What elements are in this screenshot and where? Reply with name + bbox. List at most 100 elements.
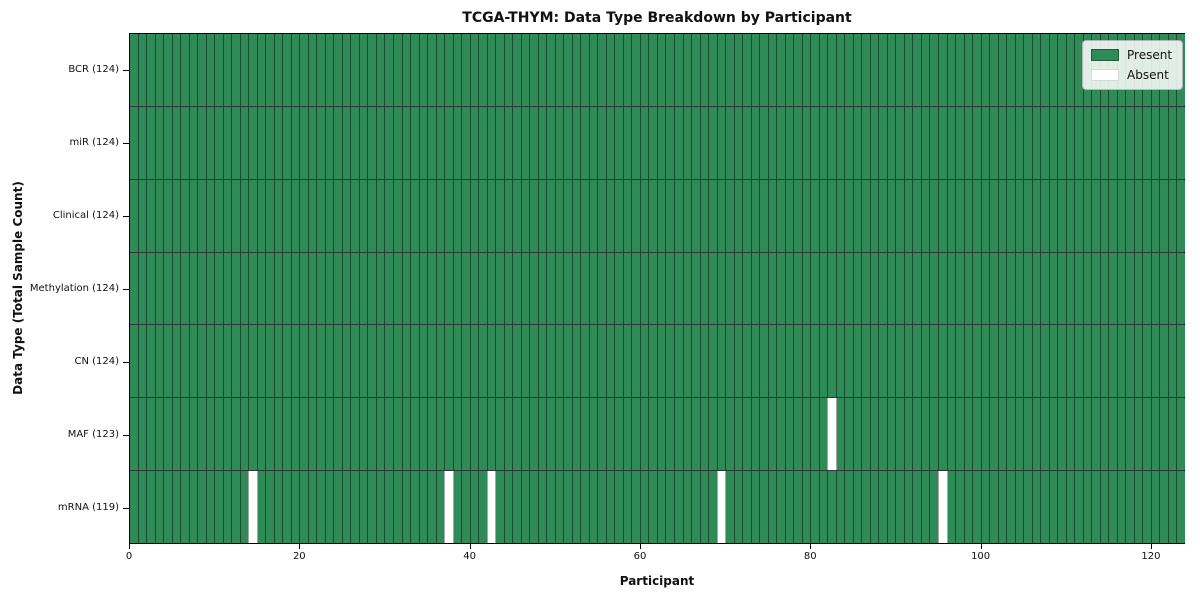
heatmap-cell <box>784 34 794 106</box>
heatmap-cell <box>444 398 453 471</box>
heatmap-cell <box>333 179 342 252</box>
heatmap-cell <box>648 106 657 179</box>
heatmap-cell <box>299 106 308 179</box>
heatmap-cell <box>733 252 743 325</box>
heatmap-cell <box>1014 471 1024 544</box>
heatmap-cell <box>486 252 496 325</box>
heatmap-cell <box>375 398 385 471</box>
heatmap-cell <box>146 252 155 325</box>
heatmap-cell <box>895 106 904 179</box>
heatmap-cell <box>452 106 462 179</box>
heatmap-cell <box>537 325 547 398</box>
heatmap-cell <box>520 252 530 325</box>
x-tick-label: 100 <box>971 551 991 562</box>
heatmap-cell <box>239 252 249 325</box>
heatmap-cell <box>222 398 232 471</box>
heatmap-cell <box>776 34 785 106</box>
heatmap-cell <box>793 34 802 106</box>
heatmap-cell <box>571 34 581 106</box>
heatmap-cell <box>886 34 896 106</box>
heatmap-cell <box>937 34 947 106</box>
y-tick-label: miR (124) <box>69 136 119 148</box>
y-tick-label: CN (124) <box>74 355 119 367</box>
y-tick-label: Clinical (124) <box>52 209 119 221</box>
heatmap-cell <box>324 34 334 106</box>
heatmap-cell <box>1176 252 1185 325</box>
heatmap-cell <box>1133 179 1143 252</box>
heatmap-cell <box>886 106 896 179</box>
heatmap-cell <box>537 471 547 544</box>
heatmap-cell <box>742 34 751 106</box>
heatmap-cell <box>1006 34 1015 106</box>
y-tick-mark <box>123 362 129 363</box>
heatmap-cell <box>299 325 308 398</box>
heatmap-cell <box>384 179 393 252</box>
heatmap-cell <box>903 471 913 544</box>
heatmap-cell <box>1167 325 1177 398</box>
heatmap-cell <box>639 106 649 179</box>
heatmap-cell <box>1108 179 1117 252</box>
heatmap-cell <box>282 106 291 179</box>
heatmap-cell <box>665 106 674 179</box>
heatmap-cell <box>835 106 845 179</box>
heatmap-cell <box>520 398 530 471</box>
heatmap-cell <box>1176 325 1185 398</box>
heatmap-cell <box>418 252 428 325</box>
heatmap-cell <box>869 106 879 179</box>
heatmap-cell <box>418 106 428 179</box>
heatmap-cell <box>478 179 487 252</box>
heatmap-cell <box>716 106 726 179</box>
heatmap-cell <box>656 252 666 325</box>
heatmap-cell <box>886 179 896 252</box>
heatmap-cell <box>989 179 998 252</box>
heatmap-cell <box>1176 106 1185 179</box>
heatmap-cell <box>818 252 828 325</box>
heatmap-cell <box>656 325 666 398</box>
heatmap-cell <box>154 471 164 544</box>
x-tick-mark <box>1151 544 1152 549</box>
heatmap-cell <box>631 179 640 252</box>
heatmap-cell <box>784 106 794 179</box>
heatmap-cell <box>793 252 802 325</box>
heatmap-cell <box>1023 325 1032 398</box>
heatmap-cell <box>410 34 419 106</box>
heatmap-cell <box>869 325 879 398</box>
heatmap-cell <box>307 471 317 544</box>
heatmap-cell <box>495 252 504 325</box>
heatmap-cell <box>895 471 904 544</box>
heatmap-cell <box>486 471 496 544</box>
heatmap-cell <box>989 325 998 398</box>
heatmap-cell <box>1167 252 1177 325</box>
heatmap-cell <box>282 398 291 471</box>
heatmap-cell <box>529 471 538 544</box>
heatmap-cell <box>972 325 981 398</box>
heatmap-cell <box>793 325 802 398</box>
heatmap-cell <box>929 106 938 179</box>
heatmap-cell <box>146 106 155 179</box>
heatmap-cell <box>946 252 956 325</box>
heatmap-cell <box>299 179 308 252</box>
heatmap-cell <box>1133 325 1143 398</box>
heatmap-cell <box>546 398 555 471</box>
heatmap-cell <box>588 471 598 544</box>
heatmap-cell <box>614 179 623 252</box>
heatmap-cell <box>665 325 674 398</box>
heatmap-cell <box>691 471 700 544</box>
heatmap-cell <box>972 398 981 471</box>
heatmap-cell <box>478 471 487 544</box>
heatmap-cell <box>171 252 181 325</box>
heatmap-cell <box>273 471 283 544</box>
heatmap-cell <box>1108 252 1117 325</box>
heatmap-cell <box>384 252 393 325</box>
heatmap-cell <box>597 398 606 471</box>
heatmap-cell <box>384 398 393 471</box>
heatmap-cell <box>980 34 990 106</box>
heatmap-cell <box>1159 179 1168 252</box>
heatmap-cell <box>486 106 496 179</box>
heatmap-cell <box>1006 106 1015 179</box>
heatmap-cell <box>742 106 751 179</box>
heatmap-cell <box>146 398 155 471</box>
heatmap-cell <box>248 106 257 179</box>
heatmap-cell <box>529 34 538 106</box>
heatmap-cell <box>1048 106 1058 179</box>
